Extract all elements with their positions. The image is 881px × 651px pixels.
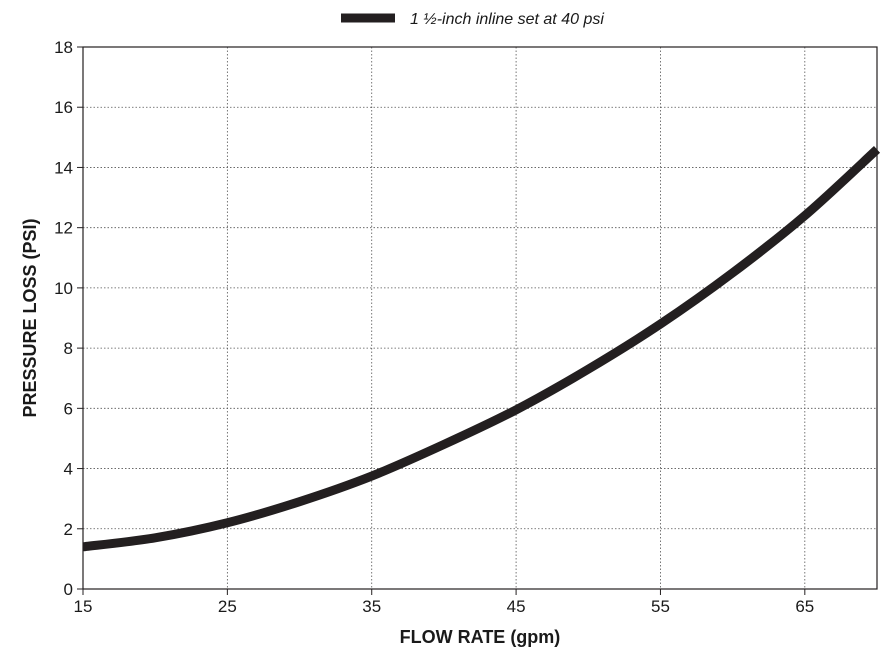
x-tick-label: 25 [218,597,237,616]
y-tick-label: 14 [54,158,73,177]
y-tick-label: 4 [64,460,73,479]
y-tick-label: 12 [54,219,73,238]
plot-frame [82,46,878,590]
legend: 1 ½-inch inline set at 40 psi [341,11,604,28]
x-tick-label: 65 [795,597,814,616]
x-tick-label: 45 [507,597,526,616]
y-axis-ticks: 0 2 4 6 8 10 12 14 16 18 [54,38,83,599]
x-axis-ticks: 15 25 35 45 55 65 [74,589,814,616]
y-tick-label: 10 [54,279,73,298]
series-layer [82,146,881,552]
x-axis-title: FLOW RATE (gpm) [400,627,561,647]
legend-label: 1 ½-inch inline set at 40 psi [410,11,604,28]
y-tick-label: 6 [64,399,73,418]
x-tick-label: 15 [74,597,93,616]
x-tick-label: 35 [362,597,381,616]
y-tick-label: 18 [54,38,73,57]
y-tick-label: 16 [54,98,73,117]
y-tick-label: 0 [64,580,73,599]
y-axis-title: PRESSURE LOSS (PSI) [20,218,40,417]
y-tick-label: 2 [64,520,73,539]
series-line [82,146,881,552]
grid [83,47,877,589]
y-tick-label: 8 [64,339,73,358]
x-tick-label: 55 [651,597,670,616]
